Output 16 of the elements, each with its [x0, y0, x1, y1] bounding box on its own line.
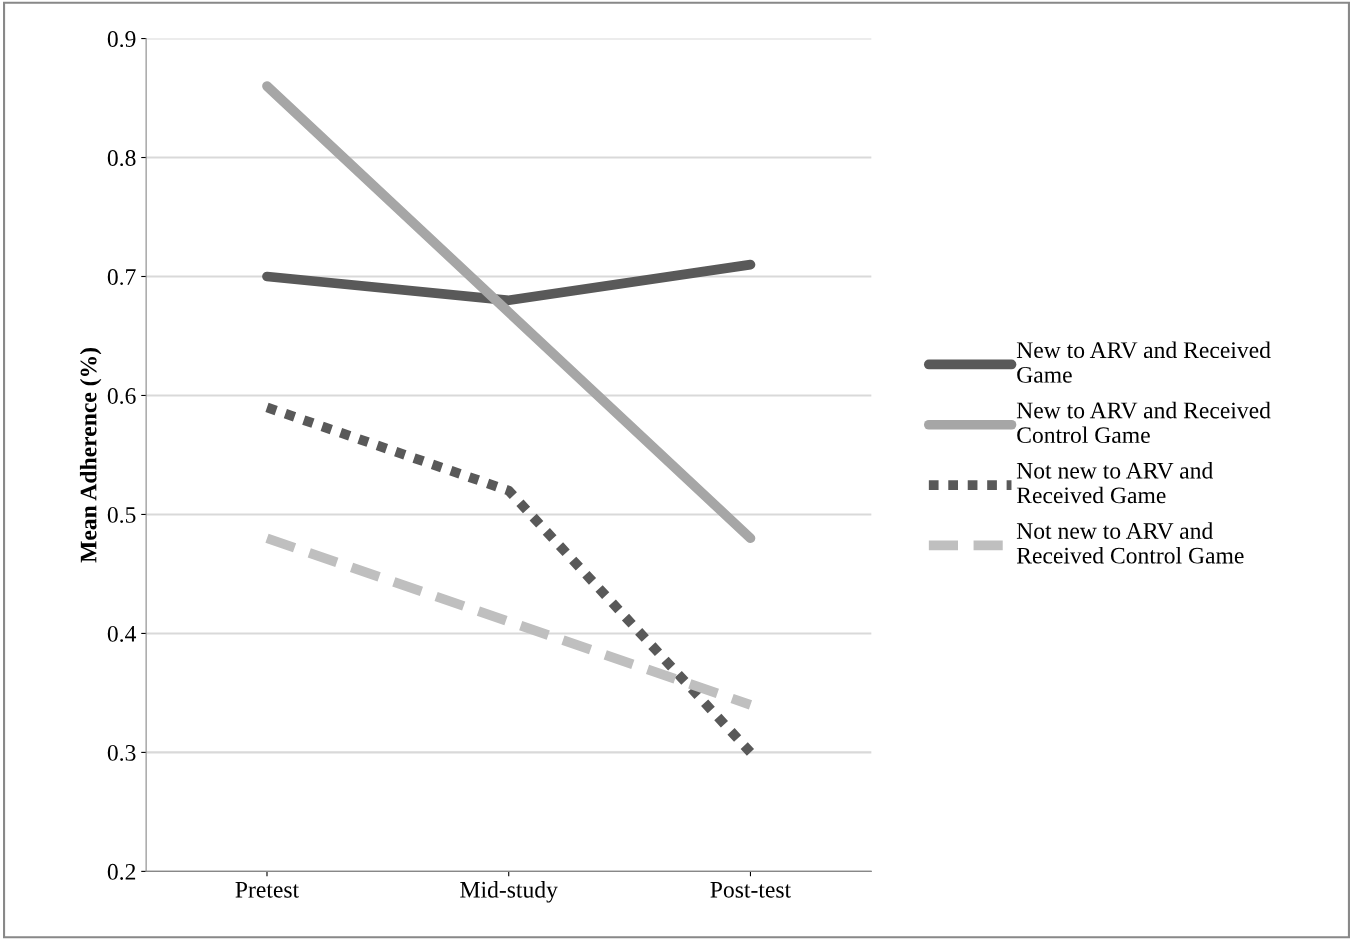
x-tick-label: Pretest	[235, 882, 299, 898]
y-tick-label: 0.5	[107, 506, 136, 523]
legend-label: Not new to ARV and Received Control Game	[1016, 522, 1244, 564]
x-tick-label: Post-test	[710, 882, 791, 898]
y-tick-label: 0.8	[107, 150, 136, 167]
legend-label: New to ARV and Received Control Game	[1016, 401, 1271, 444]
y-tick-label: 0.3	[107, 744, 136, 761]
y-tick-label: 0.2	[107, 863, 136, 880]
legend-label: New to ARV and Received Game	[1016, 341, 1271, 383]
y-axis-title: Mean Adherence (%)	[79, 348, 102, 563]
y-tick-label: 0.4	[107, 625, 137, 642]
x-tick-label: Mid-study	[460, 881, 558, 903]
y-tick-label: 0.7	[107, 268, 136, 286]
y-tick-label: 0.6	[107, 387, 136, 404]
legend-label: Not new to ARV and Received Game	[1016, 462, 1213, 504]
y-tick-label: 0.9	[107, 31, 136, 48]
